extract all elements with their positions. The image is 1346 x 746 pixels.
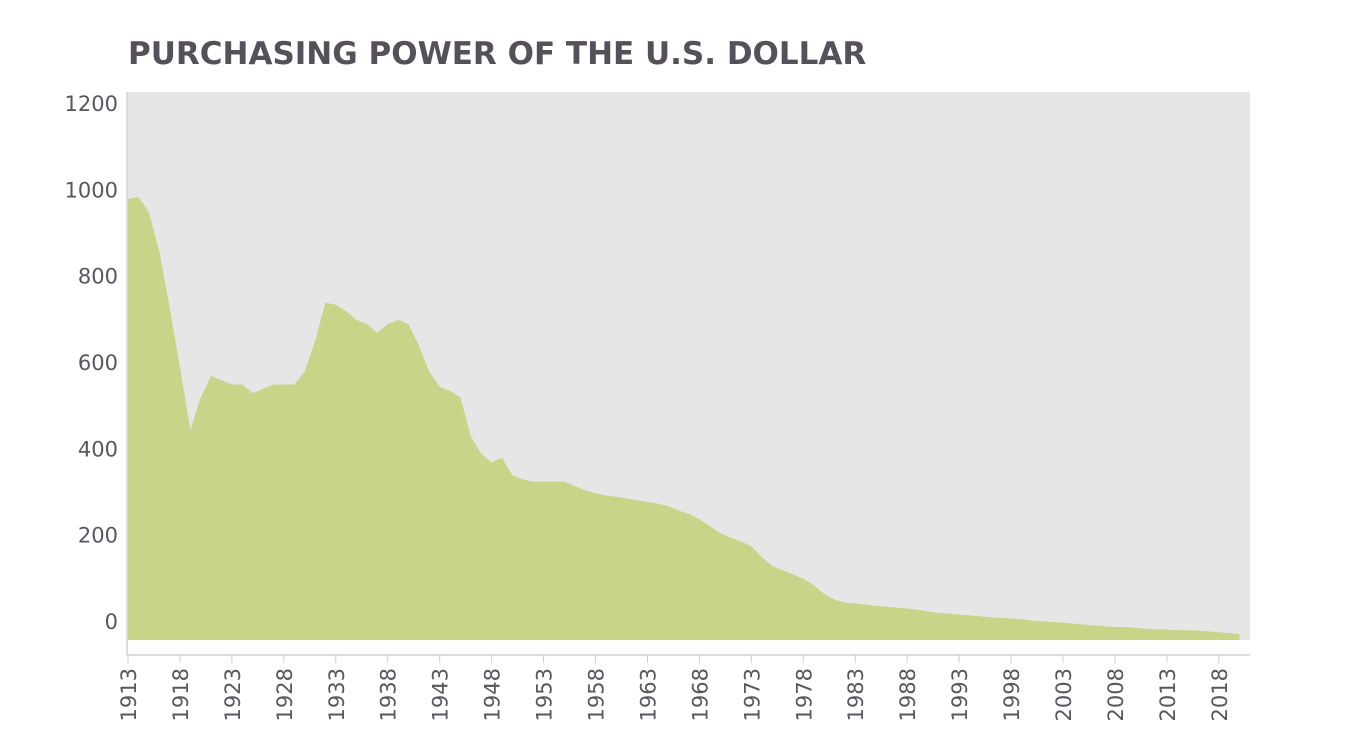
x-tick-label: 2013	[1156, 668, 1180, 721]
x-tick-label: 1943	[429, 668, 453, 721]
x-tick-label: 2003	[1052, 668, 1076, 721]
x-tick-label: 1938	[377, 668, 401, 721]
x-tick-label: 1993	[948, 668, 972, 721]
x-tick-label: 1978	[792, 668, 816, 721]
y-tick-label: 200	[78, 524, 118, 548]
x-tick-label: 1973	[740, 668, 764, 721]
x-tick-label: 1968	[688, 668, 712, 721]
x-tick-label: 1988	[896, 668, 920, 721]
x-tick-label: 1958	[585, 668, 609, 721]
x-tick-label: 2008	[1104, 668, 1128, 721]
x-tick-label: 1948	[481, 668, 505, 721]
y-tick-label: 800	[78, 265, 118, 289]
x-tick-label: 2018	[1208, 668, 1232, 721]
x-tick-label: 1928	[273, 668, 297, 721]
y-tick-label: 400	[78, 437, 118, 461]
x-tick-label: 1933	[325, 668, 349, 721]
x-tick-label: 1998	[1000, 668, 1024, 721]
y-tick-label: 1000	[65, 178, 118, 202]
x-tick-label: 1953	[533, 668, 557, 721]
x-tick-label: 1983	[844, 668, 868, 721]
area	[128, 196, 1240, 640]
y-tick-label: 0	[105, 610, 118, 634]
x-tick-label: 1918	[169, 668, 193, 721]
x-tick-label: 1963	[636, 668, 660, 721]
chart-title: PURCHASING POWER OF THE U.S. DOLLAR	[128, 36, 866, 72]
y-tick-label: 600	[78, 351, 118, 375]
x-tick-label: 1923	[221, 668, 245, 721]
x-tick-label: 1913	[117, 668, 141, 721]
y-tick-label: 1200	[65, 92, 118, 116]
